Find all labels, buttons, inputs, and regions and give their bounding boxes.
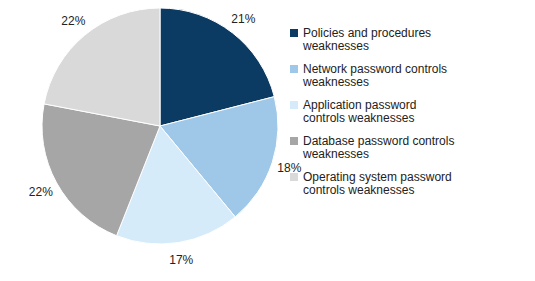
legend-swatch xyxy=(290,65,298,73)
legend-label: Operating system passwordcontrols weakne… xyxy=(303,170,452,197)
pie-slice xyxy=(44,8,160,126)
data-label: 17% xyxy=(169,253,193,267)
legend-swatch xyxy=(290,137,298,145)
data-labels: 21% 18% 17% 22% 22% xyxy=(29,12,302,268)
legend-swatch xyxy=(290,29,298,37)
legend: Policies and proceduresweaknesses Network… xyxy=(290,26,454,197)
chart: 21% 18% 17% 22% 22% Policies and procedureswe… xyxy=(0,0,535,281)
pie-slice xyxy=(42,104,160,236)
pie xyxy=(42,8,278,244)
data-label: 21% xyxy=(231,12,255,26)
legend-label: Application passwordcontrols weaknesses xyxy=(303,98,416,125)
legend-swatch xyxy=(290,101,298,109)
data-label: 22% xyxy=(61,14,85,28)
legend-label: Policies and proceduresweaknesses xyxy=(302,26,431,53)
data-label: 18% xyxy=(277,161,301,175)
legend-label: Network password controlsweaknesses xyxy=(302,62,447,89)
data-label: 22% xyxy=(29,185,53,199)
legend-swatch xyxy=(290,173,298,181)
legend-label: Database password controlsweaknesses xyxy=(302,134,454,161)
